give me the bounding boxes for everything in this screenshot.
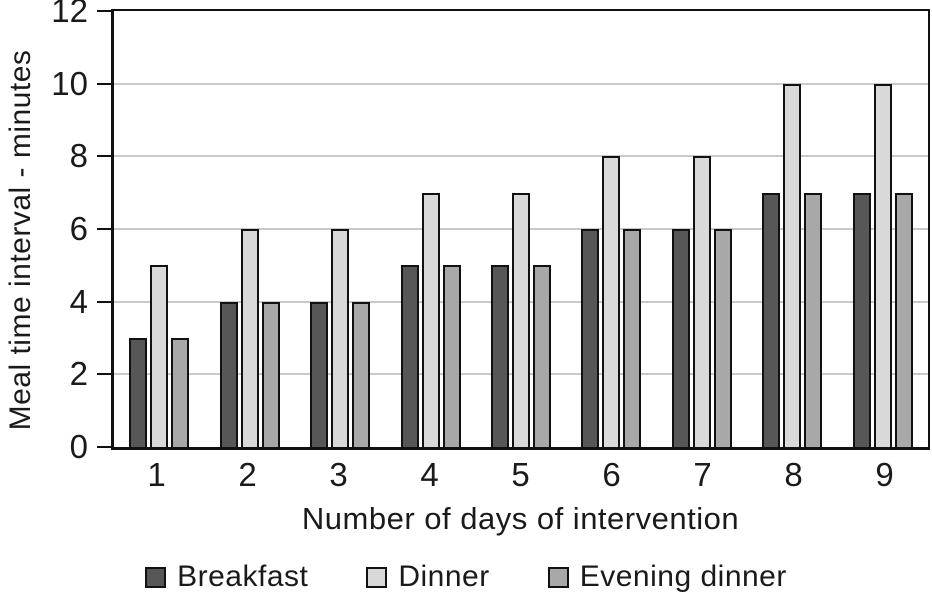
bar-dinner-day-5 (511, 192, 530, 447)
bar-dinner-day-2 (240, 229, 259, 447)
x-tick-label-6: 6 (602, 456, 621, 493)
y-tick-mark-6 (97, 228, 111, 230)
y-tick-mark-10 (97, 82, 111, 85)
y-tick-mark-8 (97, 155, 111, 158)
bar-breakfast-day-6 (581, 229, 600, 447)
bar-group-day-8 (747, 11, 837, 447)
bar-group-day-2 (204, 11, 294, 447)
x-tick-label-1: 1 (147, 456, 166, 493)
bar-breakfast-day-3 (310, 301, 329, 447)
legend-item-breakfast: Breakfast (145, 562, 308, 592)
y-tick-mark-4 (97, 300, 111, 303)
bar-dinner-day-7 (692, 156, 711, 447)
gridline-y-10 (114, 82, 928, 85)
bar-group-day-7 (657, 11, 747, 447)
bar-breakfast-day-8 (762, 192, 781, 447)
y-tick-label-0: 0 (69, 428, 88, 465)
bar-evening-dinner-day-7 (713, 229, 732, 447)
bar-group-day-4 (385, 11, 475, 447)
y-tick-mark-2 (97, 373, 111, 376)
bar-evening-dinner-day-8 (804, 192, 823, 447)
legend-label-evening-dinner: Evening dinner (579, 560, 787, 593)
bar-evening-dinner-day-3 (352, 301, 371, 447)
legend-item-dinner: Dinner (366, 562, 489, 592)
y-tick-mark-0 (97, 446, 111, 448)
bar-breakfast-day-7 (671, 229, 690, 447)
bar-evening-dinner-day-5 (532, 265, 551, 447)
y-tick-label-10: 10 (51, 64, 88, 102)
y-tick-label-8: 8 (69, 137, 88, 175)
bar-dinner-day-1 (150, 265, 169, 447)
bar-breakfast-day-5 (490, 265, 509, 447)
bar-evening-dinner-day-9 (894, 192, 913, 447)
y-tick-label-6: 6 (69, 210, 88, 247)
y-tick-label-4: 4 (69, 282, 88, 320)
y-tick-label-2: 2 (69, 355, 88, 393)
bar-breakfast-day-4 (400, 265, 419, 447)
x-tick-label-7: 7 (693, 456, 712, 493)
x-tick-label-4: 4 (420, 456, 439, 493)
bar-evening-dinner-day-2 (261, 301, 280, 447)
bar-dinner-day-9 (873, 83, 892, 447)
bar-group-day-6 (566, 11, 656, 447)
bar-dinner-day-4 (421, 192, 440, 447)
bar-evening-dinner-day-4 (442, 265, 461, 447)
x-axis-title: Number of days of intervention (301, 501, 740, 536)
bar-group-day-9 (838, 11, 928, 447)
x-tick-label-3: 3 (329, 456, 348, 493)
legend-label-dinner: Dinner (398, 560, 490, 593)
y-tick-mark-12 (97, 10, 111, 12)
legend-swatch-dinner (366, 566, 388, 588)
legend-label-breakfast: Breakfast (177, 560, 309, 593)
y-tick-label-12: 12 (51, 0, 88, 29)
bar-dinner-day-3 (331, 229, 350, 447)
x-tick-label-8: 8 (784, 456, 803, 493)
bar-breakfast-day-9 (852, 192, 871, 447)
bar-breakfast-day-1 (129, 338, 148, 447)
bar-group-day-3 (295, 11, 385, 447)
x-tick-label-5: 5 (511, 456, 530, 493)
bar-evening-dinner-day-6 (623, 229, 642, 447)
gridline-y-8 (114, 155, 928, 158)
bar-group-day-5 (476, 11, 566, 447)
bar-dinner-day-8 (783, 83, 802, 447)
bar-dinner-day-6 (602, 156, 621, 447)
legend-swatch-evening-dinner (547, 566, 569, 588)
x-tick-label-9: 9 (875, 456, 894, 493)
bar-group-day-1 (114, 11, 204, 447)
bar-breakfast-day-2 (219, 301, 238, 447)
legend: Breakfast Dinner Evening dinner (0, 562, 932, 592)
x-tick-label-2: 2 (238, 456, 257, 493)
legend-item-evening-dinner: Evening dinner (547, 560, 787, 593)
legend-swatch-breakfast (145, 566, 167, 588)
bar-evening-dinner-day-1 (171, 338, 190, 447)
plot-area (111, 9, 930, 450)
